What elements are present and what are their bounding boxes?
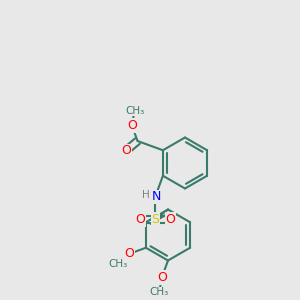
Text: O: O xyxy=(127,119,137,132)
Text: H: H xyxy=(142,190,149,200)
Text: N: N xyxy=(153,190,162,203)
Text: CH₃: CH₃ xyxy=(150,287,169,297)
Text: O: O xyxy=(135,213,145,226)
Text: N: N xyxy=(152,190,161,203)
Text: O: O xyxy=(157,271,167,284)
Text: CH₃: CH₃ xyxy=(108,259,127,269)
Text: O: O xyxy=(121,144,131,157)
Text: CH₃: CH₃ xyxy=(125,106,144,116)
Text: O: O xyxy=(124,248,134,260)
Text: O: O xyxy=(165,213,175,226)
Text: S: S xyxy=(151,213,159,226)
